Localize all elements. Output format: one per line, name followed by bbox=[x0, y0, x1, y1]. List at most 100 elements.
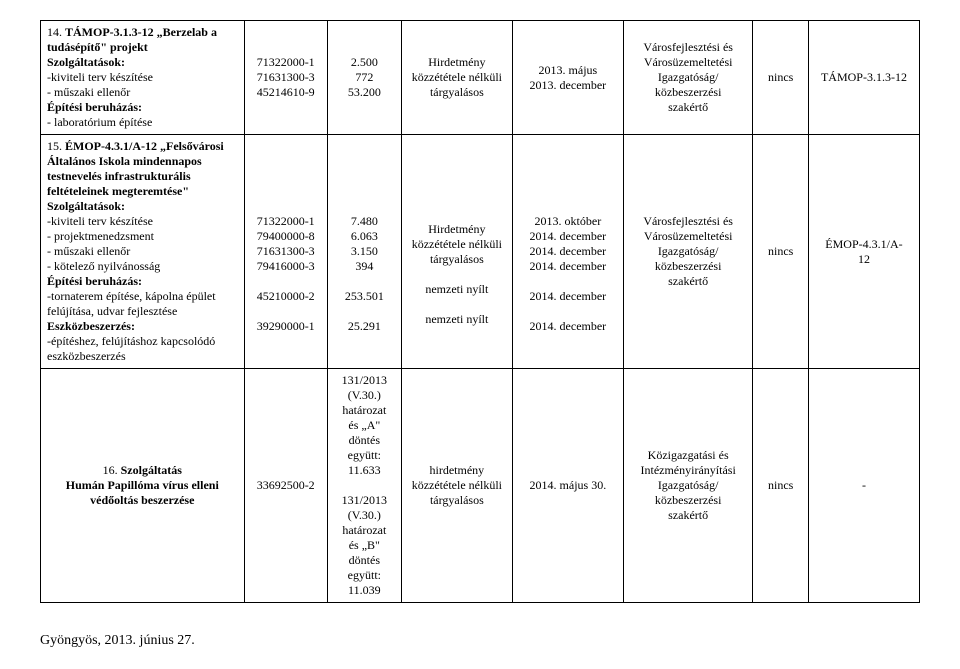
procedure-line: tárgyalásos bbox=[408, 252, 506, 267]
org-line: közbeszerzési bbox=[630, 259, 747, 274]
section-line: - műszaki ellenőr bbox=[47, 244, 238, 259]
nincs-cell: nincs bbox=[753, 369, 809, 603]
section-heading: Szolgáltatások: bbox=[47, 55, 238, 70]
date-cell: 2013. október 2014. december 2014. decem… bbox=[512, 135, 623, 369]
procedure-cell: Hirdetmény közzététele nélküli tárgyalás… bbox=[401, 21, 512, 135]
org-line: Városüzemeltetési bbox=[630, 229, 747, 244]
org-cell: Városfejlesztési és Városüzemeltetési Ig… bbox=[623, 135, 753, 369]
amount: 6.063 bbox=[334, 229, 395, 244]
section-heading: Építési beruházás: bbox=[47, 100, 238, 115]
amount-line: és „A" bbox=[334, 418, 395, 433]
amount-line: döntés bbox=[334, 553, 395, 568]
footer-date: Gyöngyös, 2013. június 27. bbox=[40, 633, 920, 649]
org-line: szakértő bbox=[630, 508, 747, 523]
row-title: ÉMOP-4.3.1/A-12 „Felsővárosi Általános I… bbox=[47, 139, 224, 198]
description-cell: 16. Szolgáltatás Humán Papillóma vírus e… bbox=[41, 369, 245, 603]
org-line: Városüzemeltetési bbox=[630, 55, 747, 70]
org-line: Városfejlesztési és bbox=[630, 40, 747, 55]
description-cell: 15. ÉMOP-4.3.1/A-12 „Felsővárosi Általán… bbox=[41, 135, 245, 369]
code: 71322000-1 bbox=[251, 55, 321, 70]
amount: 7.480 bbox=[334, 214, 395, 229]
org-line: Igazgatóság/ bbox=[630, 70, 747, 85]
procedure-cell: Hirdetmény közzététele nélküli tárgyalás… bbox=[401, 135, 512, 369]
section-line: -kiviteli terv készítése bbox=[47, 214, 238, 229]
description-cell: 14. TÁMOP-3.1.3-12 „Berzelab a tudásépít… bbox=[41, 21, 245, 135]
date-line: 2014. december bbox=[519, 289, 617, 304]
amount-line: együtt: bbox=[334, 568, 395, 583]
amount-line: és „B" bbox=[334, 538, 395, 553]
amount-cell: 131/2013 (V.30.) határozat és „A" döntés… bbox=[327, 369, 401, 603]
section-line: - projektmenedzsment bbox=[47, 229, 238, 244]
amount-line: együtt: bbox=[334, 448, 395, 463]
procedure-line: hirdetmény bbox=[408, 463, 506, 478]
amount-cell: 2.500 772 53.200 bbox=[327, 21, 401, 135]
date-line: 2013. december bbox=[519, 78, 617, 93]
procedure-line: közzététele nélküli bbox=[408, 478, 506, 493]
code-cell: 71322000-1 71631300-3 45214610-9 bbox=[244, 21, 327, 135]
code-cell: 33692500-2 bbox=[244, 369, 327, 603]
date-line: 2014. május 30. bbox=[519, 478, 617, 493]
code: 45214610-9 bbox=[251, 85, 321, 100]
section-line: -építéshez, felújításhoz kapcsolódó eszk… bbox=[47, 334, 238, 364]
org-cell: Közigazgatási és Intézményirányítási Iga… bbox=[623, 369, 753, 603]
amount-line: 131/2013 bbox=[334, 493, 395, 508]
date-cell: 2013. május 2013. december bbox=[512, 21, 623, 135]
procedure-line: Hirdetmény bbox=[408, 55, 506, 70]
amount-line: 131/2013 bbox=[334, 373, 395, 388]
section-heading: Eszközbeszerzés: bbox=[47, 319, 238, 334]
amount: 772 bbox=[334, 70, 395, 85]
date-cell: 2014. május 30. bbox=[512, 369, 623, 603]
code: 71631300-3 bbox=[251, 244, 321, 259]
code: 71631300-3 bbox=[251, 70, 321, 85]
code: 33692500-2 bbox=[251, 478, 321, 493]
section-line: - kötelező nyilvánosság bbox=[47, 259, 238, 274]
ref-line: ÉMOP-4.3.1/A- bbox=[815, 237, 913, 252]
row-title: TÁMOP-3.1.3-12 „Berzelab a tudásépítő" p… bbox=[47, 25, 217, 54]
code: 39290000-1 bbox=[251, 319, 321, 334]
procedure-line: nemzeti nyílt bbox=[408, 312, 506, 327]
date-line: 2014. december bbox=[519, 259, 617, 274]
amount-line: 11.633 bbox=[334, 463, 395, 478]
date-line: 2014. december bbox=[519, 244, 617, 259]
procurement-table: 14. TÁMOP-3.1.3-12 „Berzelab a tudásépít… bbox=[40, 20, 920, 603]
row-number: 15. bbox=[47, 139, 62, 153]
org-line: Intézményirányítási bbox=[630, 463, 747, 478]
section-line: - laboratórium építése bbox=[47, 115, 238, 130]
section-line: -tornaterem építése, kápolna épület felú… bbox=[47, 289, 238, 319]
nincs-cell: nincs bbox=[753, 135, 809, 369]
amount-line: 11.039 bbox=[334, 583, 395, 598]
code: 79416000-3 bbox=[251, 259, 321, 274]
org-line: szakértő bbox=[630, 100, 747, 115]
org-line: Városfejlesztési és bbox=[630, 214, 747, 229]
amount: 3.150 bbox=[334, 244, 395, 259]
org-cell: Városfejlesztési és Városüzemeltetési Ig… bbox=[623, 21, 753, 135]
date-line: 2013. május bbox=[519, 63, 617, 78]
row-number: 14. bbox=[47, 25, 62, 39]
org-line: Igazgatóság/ bbox=[630, 244, 747, 259]
section-heading: Szolgáltatások: bbox=[47, 199, 238, 214]
org-line: Közigazgatási és bbox=[630, 448, 747, 463]
ref-cell: TÁMOP-3.1.3-12 bbox=[808, 21, 919, 135]
procedure-line: közzététele nélküli bbox=[408, 70, 506, 85]
org-line: szakértő bbox=[630, 274, 747, 289]
amount: 253.501 bbox=[334, 289, 395, 304]
code: 71322000-1 bbox=[251, 214, 321, 229]
amount: 394 bbox=[334, 259, 395, 274]
procedure-line: Hirdetmény bbox=[408, 222, 506, 237]
procedure-cell: hirdetmény közzététele nélküli tárgyalás… bbox=[401, 369, 512, 603]
date-line: 2014. december bbox=[519, 319, 617, 334]
amount-cell: 7.480 6.063 3.150 394 253.501 25.291 bbox=[327, 135, 401, 369]
procedure-line: közzététele nélküli bbox=[408, 237, 506, 252]
org-line: közbeszerzési bbox=[630, 85, 747, 100]
row-number: 16. bbox=[103, 463, 118, 477]
amount-line: döntés bbox=[334, 433, 395, 448]
table-row: 15. ÉMOP-4.3.1/A-12 „Felsővárosi Általán… bbox=[41, 135, 920, 369]
procedure-line: nemzeti nyílt bbox=[408, 282, 506, 297]
section-line: - műszaki ellenőr bbox=[47, 85, 238, 100]
nincs-cell: nincs bbox=[753, 21, 809, 135]
amount: 2.500 bbox=[334, 55, 395, 70]
ref-cell: ÉMOP-4.3.1/A- 12 bbox=[808, 135, 919, 369]
amount: 25.291 bbox=[334, 319, 395, 334]
code: 45210000-2 bbox=[251, 289, 321, 304]
table-row: 16. Szolgáltatás Humán Papillóma vírus e… bbox=[41, 369, 920, 603]
